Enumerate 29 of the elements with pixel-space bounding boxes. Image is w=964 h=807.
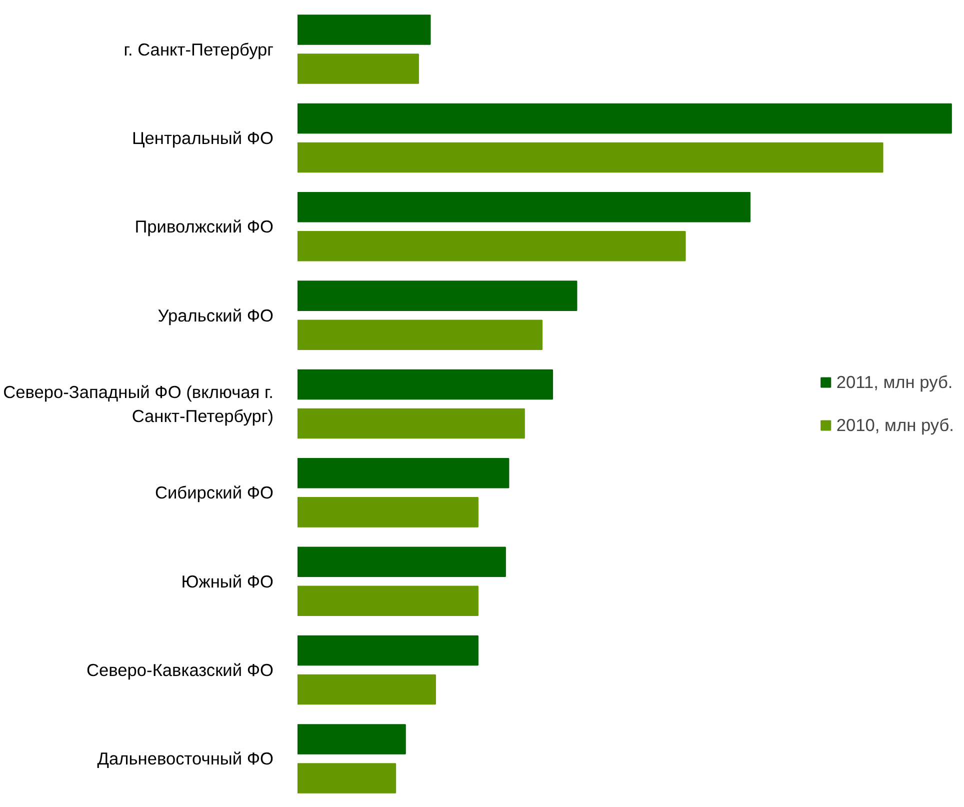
y-tick-label: Сибирский ФО: [154, 482, 274, 503]
bar: [298, 763, 396, 794]
y-tick-label: Центральный ФО: [132, 128, 274, 148]
legend-label: 2011, млн руб.: [836, 372, 953, 392]
bar: [298, 192, 751, 222]
y-tick-label: Северо-Западный ФО (включая г. Санкт-Петербург): [3, 382, 274, 426]
bar: [298, 280, 578, 311]
bar: [298, 231, 686, 262]
bar: [298, 458, 510, 488]
bar: [298, 14, 431, 45]
y-tick-label: Дальневосточный ФО: [97, 748, 274, 769]
bar: [298, 674, 436, 705]
y-tick-label: Уральский ФО: [158, 305, 274, 326]
bar: [298, 408, 525, 439]
bar: [298, 54, 419, 84]
bar: [298, 586, 478, 616]
y-tick-label: Северо-Кавказский ФО: [86, 660, 274, 680]
bar: [298, 142, 884, 173]
bar: [298, 724, 406, 754]
legend-label: 2010, млн руб.: [836, 414, 954, 436]
bar: [298, 635, 478, 666]
y-tick-label: Приволжский ФО: [134, 216, 274, 237]
y-tick-label: г. Санкт-Петербург: [124, 39, 274, 60]
bar: [298, 320, 543, 350]
bar: [298, 369, 554, 400]
bar: [298, 546, 506, 577]
bar: [298, 103, 952, 134]
y-tick-label: Южный ФО: [181, 571, 274, 592]
bar: [298, 497, 478, 528]
